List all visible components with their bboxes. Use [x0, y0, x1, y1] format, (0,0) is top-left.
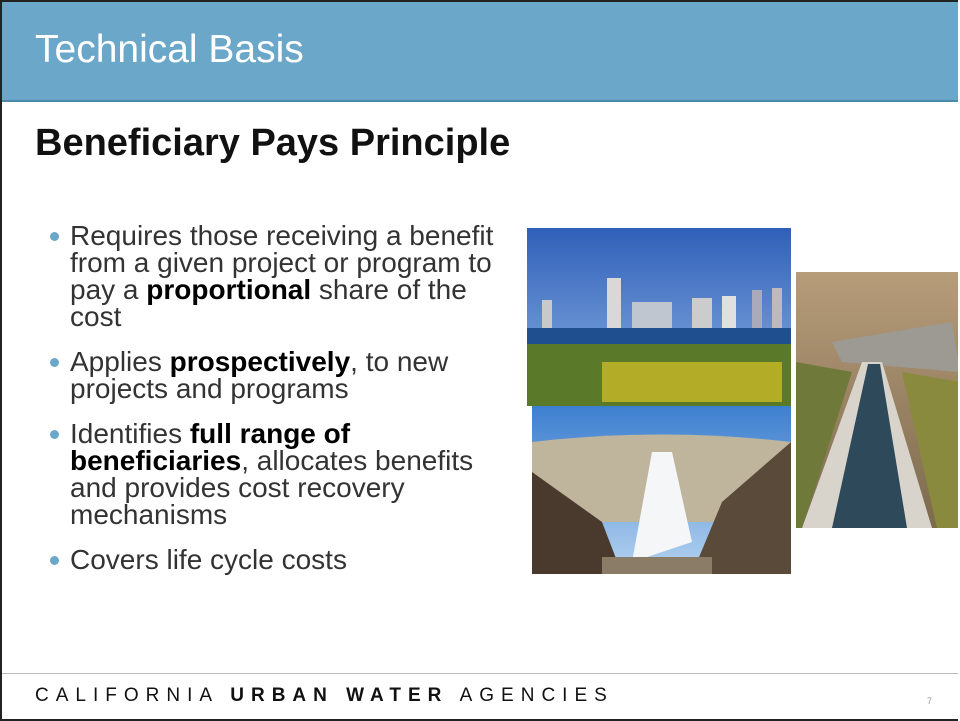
canal-photo [796, 272, 958, 528]
text: , allocates benefits and provides cost r… [70, 445, 474, 530]
text: Requires those receiving a benefit from … [70, 220, 494, 305]
footer-rule [2, 673, 958, 674]
city-photo [527, 228, 791, 406]
footer-word: URBAN WATER [230, 685, 449, 706]
bullet: Covers life cycle costs [50, 544, 500, 575]
bullet-list: Requires those receiving a benefit from … [50, 222, 500, 591]
text: Covers life cycle costs [70, 544, 347, 575]
bold-text: proportional [146, 274, 312, 305]
text: Applies [70, 346, 170, 377]
text: , to new projects and programs [70, 346, 449, 404]
bullet: Applies prospectively, to new projects a… [50, 346, 500, 404]
slide-title: Beneficiary Pays Principle [35, 122, 511, 164]
text: Identifies [70, 418, 190, 449]
bullet: Requires those receiving a benefit from … [50, 220, 500, 332]
bullet: Identifies full range of beneficiaries, … [50, 418, 500, 530]
page-number: 7 [927, 696, 933, 706]
footer: CALIFORNIA URBAN WATER AGENCIES [35, 685, 614, 707]
dam-photo [532, 406, 791, 574]
footer-word: AGENCIES [459, 685, 614, 706]
header-bar: Technical Basis [2, 2, 958, 102]
bold-text: full range of beneficiaries [70, 418, 351, 476]
header-title: Technical Basis [35, 28, 304, 71]
footer-word: CALIFORNIA [35, 685, 218, 706]
bold-text: prospectively [169, 346, 351, 377]
text: share of the cost [70, 274, 467, 332]
